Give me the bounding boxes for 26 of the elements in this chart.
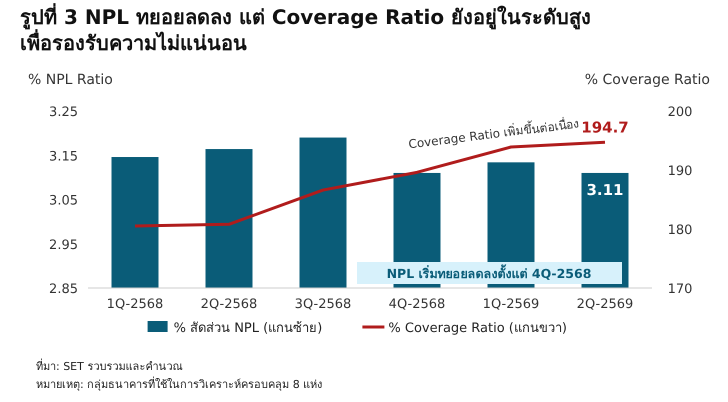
y2-tick-label: 170 [668,282,692,297]
legend-label: % Coverage Ratio (แกนขวา) [388,321,567,336]
x-tick-label: 2Q-2568 [200,297,258,312]
x-tick-label: 1Q-2569 [482,297,540,312]
y2-tick-label: 200 [668,105,692,120]
x-tick-label: 1Q-2568 [106,297,164,312]
y-tick-label: 2.85 [49,282,78,297]
x-tick-label: 3Q-2568 [294,297,352,312]
y2-tick-label: 190 [668,164,692,179]
y-tick-label: 3.05 [49,194,78,208]
y2-axis-title: % Coverage Ratio [584,72,710,88]
annotation: NPL เริ่มทยอยลดลงตั้งแต่ 4Q-2568 [386,264,592,281]
legend-label: % สัดส่วน NPL (แกนซ้าย) [174,321,322,336]
chart-title: รูปที่ 3 NPL ทยอยลดลง แต่ Coverage Ratio ยังอยู่ในระดับสูง เพื่อรองรับความไม่แน่นอน [20,2,592,55]
data-label: 3.11 [586,180,624,199]
x-tick-label: 4Q-2568 [388,297,446,312]
y-tick-label: 3.25 [49,105,78,120]
x-tick-label: 2Q-2569 [576,297,634,312]
text: หมายเหตุ: กลุ่มธนาคารที่ใช้ในการวิเคราะห์ครอบคลุม 8 แห่ง [36,376,322,391]
y-tick-label: 2.95 [49,238,78,253]
y2-tick-label: 180 [668,223,692,238]
annotation: Coverage Ratio เพิ่มขึ้นต่อเนื่อง [407,114,580,152]
y-axis-title: % NPL Ratio [28,72,113,88]
data-label: 194.7 [581,118,629,136]
y-tick-label: 3.15 [49,149,78,164]
text: ที่มา: SET รวบรวมและคำนวณ [36,358,182,373]
